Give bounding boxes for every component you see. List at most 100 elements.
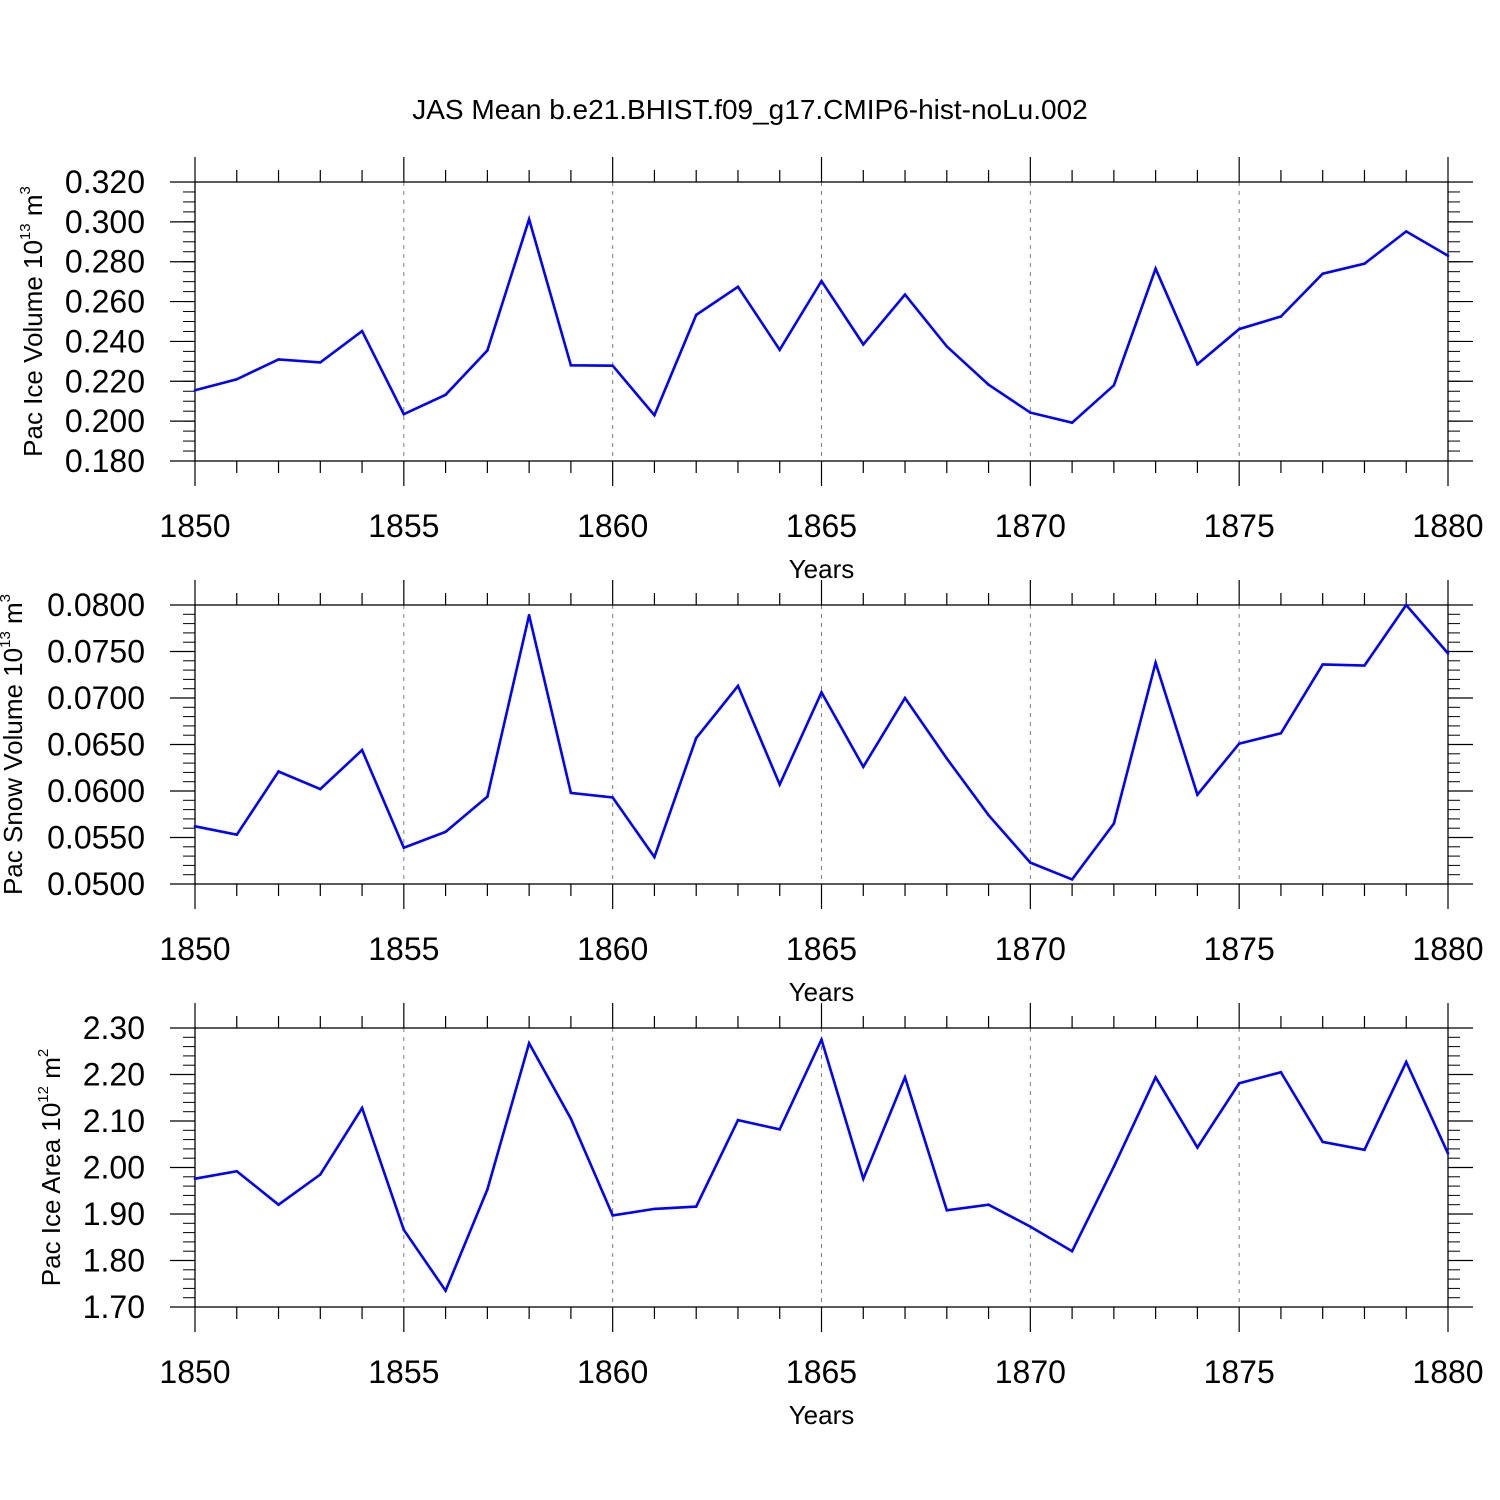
data-point: [235, 833, 239, 837]
data-point: [1279, 1070, 1283, 1074]
data-point: [277, 358, 280, 361]
data-point: [1363, 262, 1366, 266]
y-tick-label: 2.20: [83, 1057, 145, 1093]
data-point: [1321, 272, 1324, 275]
x-tick-label: 1865: [786, 1354, 857, 1390]
data-point: [402, 1228, 406, 1232]
data-point: [569, 1117, 573, 1120]
x-tick-label: 1850: [159, 508, 230, 544]
data-point: [945, 345, 949, 348]
y-tick-label: 1.80: [83, 1243, 145, 1279]
data-point: [486, 349, 489, 352]
data-point: [1321, 1140, 1324, 1144]
x-tick-label: 1850: [159, 931, 230, 967]
data-point: [1279, 732, 1283, 735]
data-point: [1363, 664, 1366, 667]
data-point: [1446, 254, 1450, 258]
x-tick-label: 1880: [1412, 508, 1483, 544]
data-point: [319, 787, 322, 791]
data-point: [360, 1106, 364, 1110]
x-tick-label: 1875: [1204, 508, 1275, 544]
y-tick-label: 2.30: [83, 1010, 145, 1046]
x-tick-label: 1860: [577, 508, 648, 544]
data-point: [235, 377, 239, 381]
data-point: [360, 748, 364, 752]
data-point: [1237, 1082, 1241, 1085]
x-tick-label: 1880: [1412, 1354, 1483, 1390]
data-point: [1279, 315, 1283, 318]
x-tick-label: 1865: [786, 931, 857, 967]
y-tick-label: 2.00: [83, 1150, 145, 1186]
data-point: [820, 691, 823, 694]
data-point: [694, 1205, 698, 1208]
x-tick-label: 1855: [368, 508, 439, 544]
y-tick-label: 0.320: [65, 164, 145, 200]
x-tick-label: 1870: [995, 931, 1066, 967]
data-point: [402, 412, 406, 416]
data-point: [1112, 822, 1116, 825]
data-point: [1363, 1148, 1366, 1152]
data-point: [736, 285, 740, 289]
data-point: [277, 770, 280, 773]
data-point: [903, 696, 907, 700]
data-point: [527, 613, 531, 617]
data-point: [987, 813, 990, 817]
data-point: [694, 736, 698, 740]
x-axis-label: Years: [789, 554, 855, 584]
data-point: [360, 329, 364, 333]
data-point: [444, 393, 447, 397]
x-tick-label: 1875: [1204, 931, 1275, 967]
data-point: [736, 684, 740, 688]
y-tick-label: 0.240: [65, 323, 145, 359]
data-point: [820, 279, 823, 283]
data-point: [1029, 1225, 1032, 1228]
data-point: [903, 1075, 907, 1079]
data-point: [1196, 793, 1199, 797]
y-tick-label: 1.70: [83, 1289, 145, 1325]
y-tick-label: 0.0500: [47, 866, 145, 902]
data-point: [1154, 267, 1157, 270]
x-tick-label: 1870: [995, 508, 1066, 544]
y-tick-label: 0.0550: [47, 820, 145, 856]
data-point: [235, 1169, 239, 1173]
x-tick-label: 1880: [1412, 931, 1483, 967]
data-point: [277, 1203, 280, 1206]
x-tick-label: 1875: [1204, 1354, 1275, 1390]
data-point: [778, 348, 782, 352]
y-axis-label: Pac Snow Volume 1013 m3: [0, 594, 28, 895]
data-point: [193, 1177, 197, 1180]
data-point: [1446, 1152, 1450, 1155]
y-tick-label: 0.220: [65, 363, 145, 399]
data-point: [444, 830, 447, 834]
data-point: [193, 825, 197, 828]
data-point: [653, 855, 656, 859]
y-tick-label: 0.260: [65, 284, 145, 320]
data-point: [1446, 652, 1450, 655]
chart-panel-2: 0.0500 0.0550 0.0600 0.0650 0.0700 0.0750 0.08…: [0, 580, 1484, 1007]
data-point: [1070, 421, 1074, 425]
data-point: [1029, 861, 1032, 864]
data-point: [1237, 327, 1241, 331]
y-tick-label: 2.10: [83, 1103, 145, 1139]
data-point: [903, 293, 907, 296]
data-point: [1404, 603, 1408, 607]
data-point: [319, 361, 322, 364]
data-point: [486, 795, 489, 798]
x-tick-label: 1855: [368, 931, 439, 967]
x-tick-label: 1860: [577, 1354, 648, 1390]
data-point: [1237, 742, 1241, 745]
data-point: [1070, 1249, 1074, 1253]
x-tick-label: 1855: [368, 1354, 439, 1390]
data-point: [444, 1289, 447, 1293]
y-tick-label: 0.0600: [47, 773, 145, 809]
data-point: [402, 846, 406, 850]
data-point: [820, 1038, 823, 1041]
data-point: [736, 1118, 740, 1122]
data-point: [1196, 1146, 1199, 1149]
y-tick-label: 1.90: [83, 1196, 145, 1232]
data-point: [1112, 1165, 1116, 1168]
data-point: [1196, 363, 1199, 366]
y-axis-label: Pac Ice Area 1012 m2: [35, 1049, 66, 1286]
y-axis-label: Pac Ice Volume 1013 m3: [17, 186, 48, 457]
